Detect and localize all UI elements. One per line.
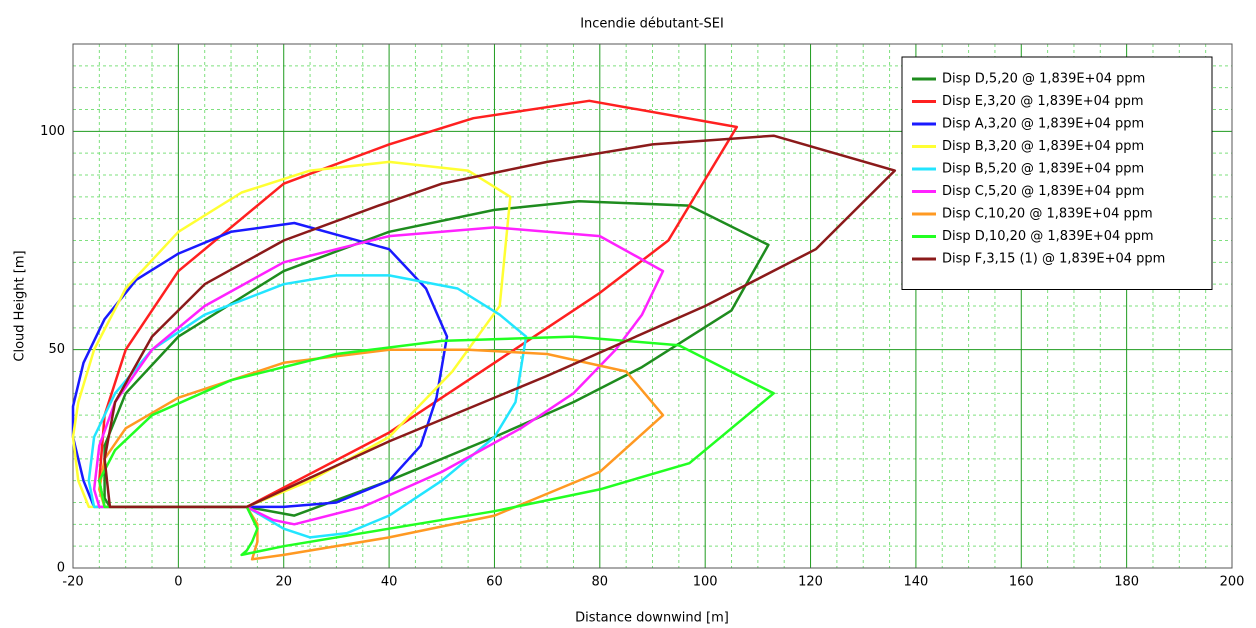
x-tick-label: 160 xyxy=(1009,575,1034,590)
y-tick-label: 100 xyxy=(40,124,65,139)
x-tick-label: 80 xyxy=(592,575,609,590)
x-tick-label: 40 xyxy=(381,575,398,590)
x-tick-label: 180 xyxy=(1114,575,1139,590)
x-tick-label: -20 xyxy=(62,575,83,590)
y-axis-label: Cloud Height [m] xyxy=(13,250,28,361)
series-line xyxy=(92,226,665,526)
legend-label: Disp A,3,20 @ 1,839E+04 ppm xyxy=(942,117,1144,132)
series-line xyxy=(98,348,665,561)
chart-title: Incendie débutant-SEI xyxy=(580,17,724,32)
legend-label: Disp D,5,20 @ 1,839E+04 ppm xyxy=(942,72,1145,87)
x-tick-label: 0 xyxy=(174,575,182,590)
series-line xyxy=(71,221,449,509)
legend-label: Disp C,10,20 @ 1,839E+04 ppm xyxy=(942,207,1153,222)
x-tick-label: 20 xyxy=(275,575,292,590)
y-tick-label: 0 xyxy=(57,561,65,576)
y-tick-label: 50 xyxy=(48,342,65,357)
legend-label: Disp B,3,20 @ 1,839E+04 ppm xyxy=(942,139,1144,154)
legend-label: Disp D,10,20 @ 1,839E+04 ppm xyxy=(942,229,1154,244)
legend-label: Disp C,5,20 @ 1,839E+04 ppm xyxy=(942,184,1144,199)
x-tick-label: 120 xyxy=(798,575,823,590)
x-tick-label: 140 xyxy=(903,575,928,590)
x-tick-label: 200 xyxy=(1220,575,1245,590)
series-line xyxy=(87,274,528,539)
series-line xyxy=(98,335,775,557)
legend-label: Disp F,3,15 (1) @ 1,839E+04 ppm xyxy=(942,252,1165,267)
legend-box xyxy=(901,56,1213,290)
x-tick-label: 100 xyxy=(693,575,718,590)
legend-label: Disp E,3,20 @ 1,839E+04 ppm xyxy=(942,94,1144,109)
x-tick-label: 60 xyxy=(486,575,503,590)
series-line xyxy=(103,134,897,509)
series-line xyxy=(98,99,739,509)
series-line xyxy=(71,160,512,509)
x-axis-label: Distance downwind [m] xyxy=(575,611,729,626)
legend-label: Disp B,5,20 @ 1,839E+04 ppm xyxy=(942,162,1144,177)
plot-border xyxy=(72,43,1233,569)
